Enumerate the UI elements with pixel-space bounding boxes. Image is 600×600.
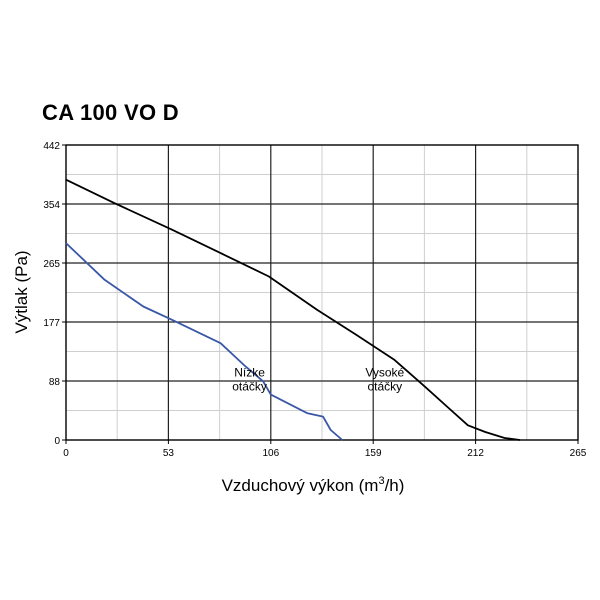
x-tick-label: 159 xyxy=(365,448,382,459)
x-tick-label: 212 xyxy=(467,448,484,459)
x-axis-label: Vzduchový výkon (m3/h) xyxy=(222,475,405,495)
series-line-vysoké-otáčky xyxy=(65,178,521,441)
tick-labels: 0 53 106 159 212 265 0 88 177 265 354 442 xyxy=(43,141,586,459)
y-tick-label: 442 xyxy=(43,141,60,152)
chart-title: CA 100 VO D xyxy=(42,100,179,125)
plot-frame xyxy=(65,144,579,441)
y-tick-label: 265 xyxy=(43,259,60,270)
annotations: Nízke otáčky Vysoké otáčky xyxy=(232,366,404,394)
series-lines xyxy=(65,178,521,441)
y-tick-label: 88 xyxy=(49,377,61,388)
x-tick-label: 0 xyxy=(63,448,69,459)
y-tick-label: 354 xyxy=(43,200,60,211)
y-axis-label: Výtlak (Pa) xyxy=(12,250,31,333)
series-annotation: Vysoké otáčky xyxy=(365,366,404,394)
y-tick-label: 0 xyxy=(54,436,60,447)
x-tick-label: 53 xyxy=(163,448,175,459)
grid xyxy=(66,145,578,440)
series-line-nízke-otáčky xyxy=(65,242,343,441)
y-tick-label: 177 xyxy=(43,318,60,329)
series-annotation: Nízke otáčky xyxy=(232,366,267,394)
x-tick-label: 265 xyxy=(570,448,587,459)
x-tick-label: 106 xyxy=(262,448,279,459)
